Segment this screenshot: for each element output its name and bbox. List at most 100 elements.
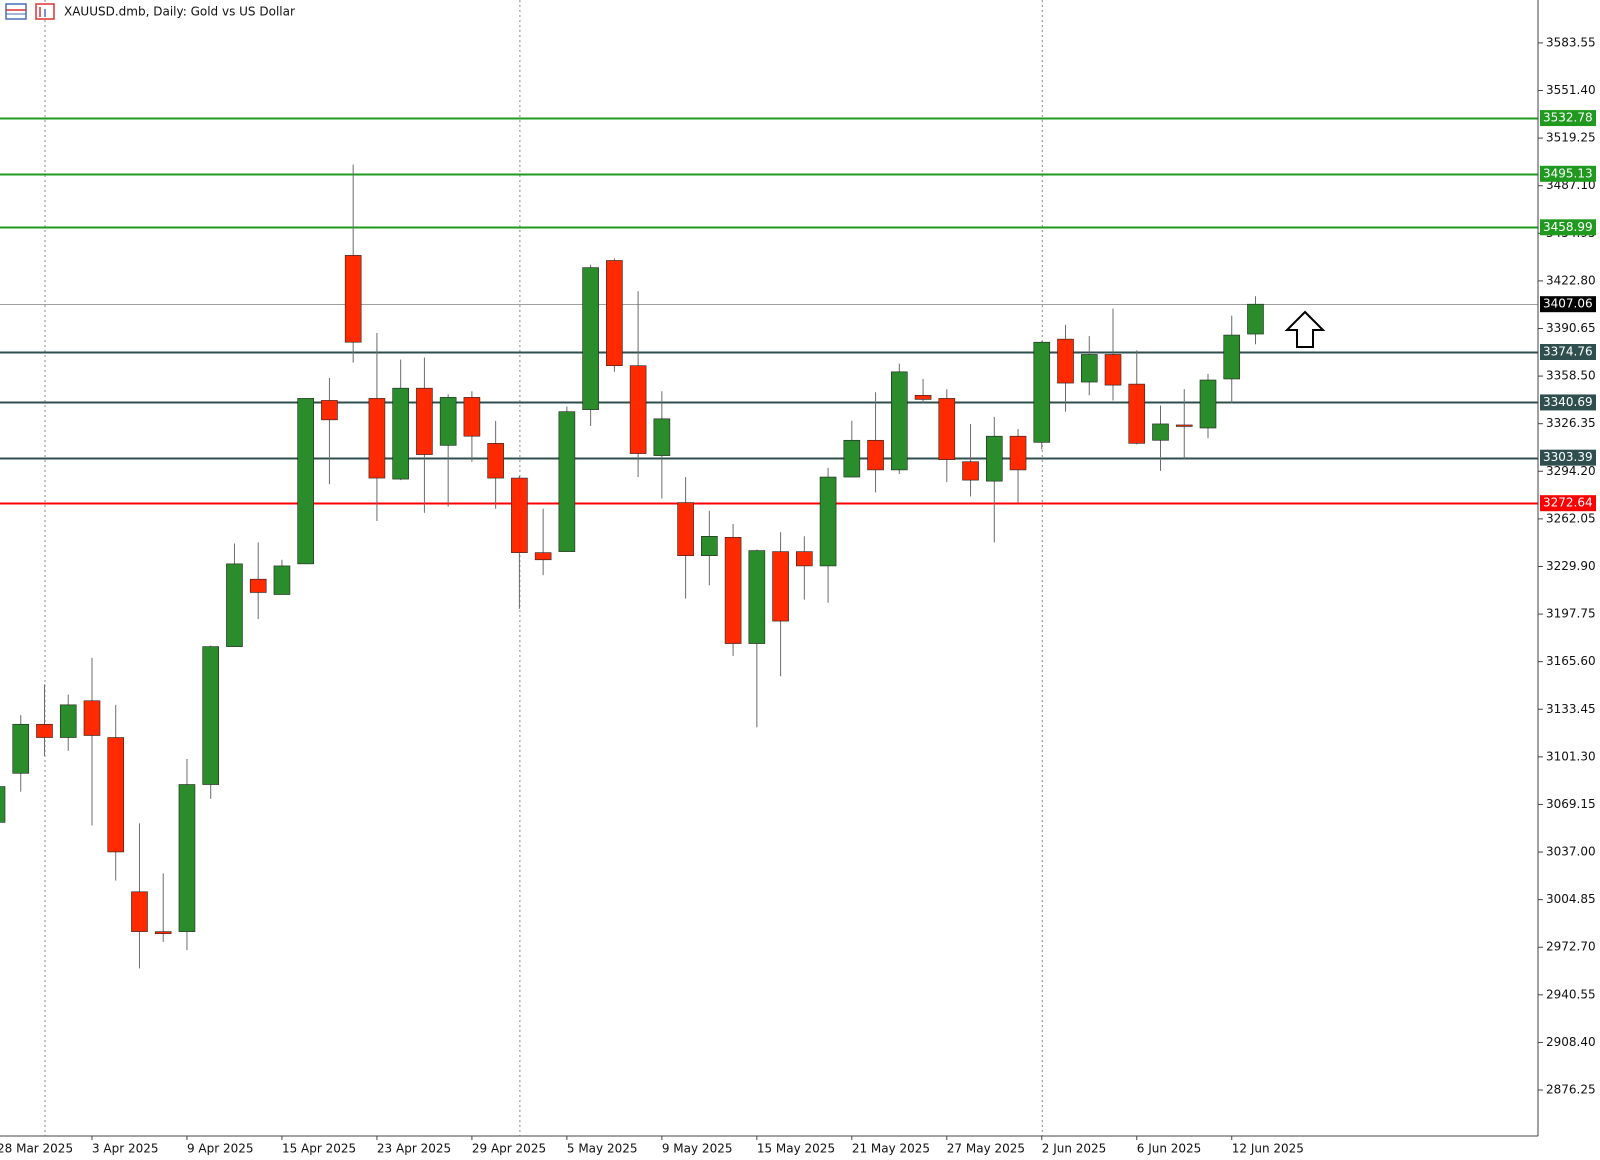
y-tick-label: 3101.30 (1546, 749, 1596, 763)
toolbar-icons (5, 3, 55, 20)
candle-body (962, 461, 979, 481)
icon-table (5, 3, 27, 20)
candle-body (344, 255, 362, 343)
candles-layer (0, 164, 1264, 969)
level-label-bg (1540, 449, 1596, 466)
candle-body (321, 400, 338, 421)
x-tick-label: 21 May 2025 (852, 1142, 930, 1156)
y-tick-label: 3422.80 (1546, 273, 1596, 287)
x-tick-label: 15 Apr 2025 (282, 1142, 356, 1156)
candle-body (1104, 354, 1122, 386)
candle-body (606, 260, 623, 367)
level-label: 3374.76 (1543, 345, 1593, 359)
candle-body (416, 387, 433, 455)
candle-body (1080, 354, 1098, 383)
y-tick-label: 3197.75 (1546, 607, 1596, 621)
x-tick-label: 9 May 2025 (662, 1142, 733, 1156)
candle-body (819, 476, 837, 567)
level-label: 3340.69 (1543, 395, 1593, 409)
candle-body (0, 786, 6, 823)
candle-body (226, 563, 243, 647)
candle-body (178, 784, 196, 932)
level-label-bg (1540, 296, 1596, 313)
y-tick-label: 2876.25 (1546, 1083, 1596, 1097)
candle-body (1033, 341, 1051, 443)
y-tick-label: 3037.00 (1546, 845, 1596, 859)
candle-body (59, 704, 77, 738)
candle-body (938, 398, 956, 460)
grid-layer (44, 0, 1043, 1136)
y-tick-label: 3551.40 (1546, 83, 1596, 97)
candle-body (1199, 379, 1217, 429)
level-label-bg (1540, 344, 1596, 361)
candle-body (748, 550, 766, 644)
x-tick-label: 5 May 2025 (567, 1142, 638, 1156)
axis-layer: 3583.553551.403519.253487.103454.953422.… (0, 35, 1596, 1156)
candle-body (107, 737, 125, 853)
candle-body (1223, 334, 1241, 380)
candle-body (368, 398, 386, 479)
y-tick-label: 2908.40 (1546, 1035, 1596, 1049)
candle-body (12, 723, 30, 774)
y-tick-label: 3358.50 (1546, 369, 1596, 383)
level-label: 3532.78 (1543, 111, 1593, 125)
candle-body (867, 439, 884, 471)
candle-body (653, 418, 671, 456)
candle-body (582, 267, 599, 410)
candle-body (891, 371, 908, 471)
x-tick-label: 27 May 2025 (947, 1142, 1025, 1156)
x-tick-label: 15 May 2025 (757, 1142, 835, 1156)
candle-body (131, 891, 148, 932)
level-label-bg (1540, 495, 1596, 512)
candle-body (249, 578, 267, 593)
candle-body (1009, 435, 1027, 471)
level-label-bg (1540, 110, 1596, 127)
y-tick-label: 3583.55 (1546, 35, 1596, 49)
candle-body (511, 477, 528, 553)
y-tick-label: 3294.20 (1546, 464, 1596, 478)
level-label-bg (1540, 394, 1596, 411)
levels-layer (0, 117, 1538, 505)
x-tick-label: 2 Jun 2025 (1042, 1142, 1107, 1156)
candle-body (463, 397, 481, 437)
candle-body (1057, 338, 1074, 384)
level-label-bg (1540, 165, 1596, 182)
y-tick-label: 3519.25 (1546, 131, 1596, 145)
up-arrow-annotation (1284, 310, 1326, 348)
y-tick-label: 3262.05 (1546, 511, 1596, 525)
x-tick-label: 9 Apr 2025 (187, 1142, 254, 1156)
candle-body (392, 387, 409, 480)
candle-body (558, 411, 576, 552)
level-label: 3303.39 (1543, 450, 1593, 464)
x-tick-label: 12 Jun 2025 (1232, 1142, 1304, 1156)
y-tick-label: 3069.15 (1546, 797, 1596, 811)
level-label-bg (1540, 219, 1596, 236)
x-tick-label: 3 Apr 2025 (92, 1142, 159, 1156)
candle-body (796, 551, 813, 567)
level-label: 3272.64 (1543, 496, 1593, 510)
candle-body (83, 700, 101, 736)
candle-body (985, 435, 1003, 482)
y-tick-label: 3133.45 (1546, 702, 1596, 716)
x-tick-label: 28 Mar 2025 (0, 1142, 73, 1156)
candle-body (1128, 383, 1146, 444)
candle-body (1175, 424, 1193, 427)
candle-body (439, 397, 457, 446)
chart-title: XAUUSD.dmb, Daily: Gold vs US Dollar (64, 5, 295, 19)
candle-body (1247, 303, 1264, 335)
x-tick-label: 29 Apr 2025 (472, 1142, 546, 1156)
level-label: 3458.99 (1543, 220, 1593, 234)
candle-body (1152, 423, 1169, 441)
level-label: 3495.13 (1543, 166, 1593, 180)
y-tick-label: 3165.60 (1546, 654, 1596, 668)
x-tick-label: 23 Apr 2025 (377, 1142, 451, 1156)
candle-body (843, 439, 861, 478)
candle-body (297, 398, 314, 565)
candle-body (202, 646, 220, 785)
candle-body (154, 931, 172, 934)
candle-body (914, 395, 932, 400)
y-tick-label: 3004.85 (1546, 892, 1596, 906)
candle-body (629, 365, 647, 454)
